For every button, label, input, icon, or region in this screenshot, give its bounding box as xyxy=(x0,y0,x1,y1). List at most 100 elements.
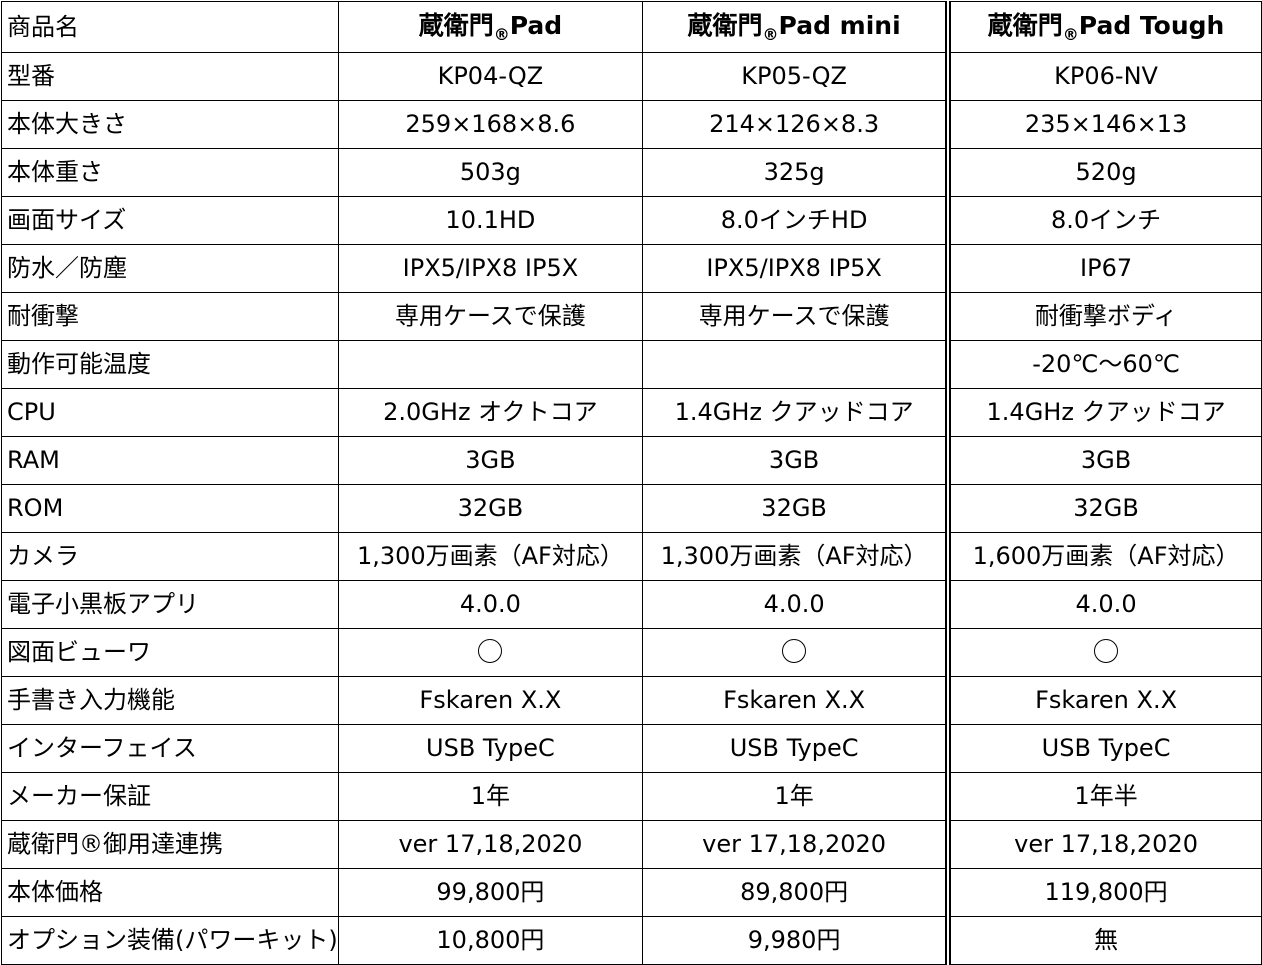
table-cell: 32GB xyxy=(642,484,949,533)
table-cell: 10,800円 xyxy=(337,916,644,965)
table-row: 型番 KP04-QZ KP05-QZ KP06-NV xyxy=(1,52,1262,101)
table-row: 電子小黒板アプリ 4.0.0 4.0.0 4.0.0 xyxy=(1,580,1262,629)
product-name-pad: 蔵衛門®Pad xyxy=(337,1,644,53)
table-cell: 235×146×13 xyxy=(945,100,1262,149)
table-cell: 520g xyxy=(945,148,1262,197)
table-row: RAM 3GB 3GB 3GB xyxy=(1,436,1262,485)
table-cell: 2.0GHz オクトコア xyxy=(337,388,644,437)
registered-mark: ® xyxy=(762,25,779,44)
product-brand: 蔵衛門 xyxy=(987,11,1063,40)
row-label: メーカー保証 xyxy=(1,772,339,821)
row-label: 本体大きさ xyxy=(1,100,339,149)
table-cell: IPX5/IPX8 IP5X xyxy=(337,244,644,293)
table-cell: 89,800円 xyxy=(642,868,949,917)
table-row: 動作可能温度 -20℃～60℃ xyxy=(1,340,1262,389)
row-label: 本体価格 xyxy=(1,868,339,917)
table-cell: USB TypeC xyxy=(945,724,1262,773)
table-row: 画面サイズ 10.1HD 8.0インチHD 8.0インチ xyxy=(1,196,1262,245)
table-cell: 9,980円 xyxy=(642,916,949,965)
available-circle-icon xyxy=(782,639,807,663)
table-row: メーカー保証 1年 1年 1年半 xyxy=(1,772,1262,821)
row-label: 型番 xyxy=(1,52,339,101)
table-row: 耐衝撃 専用ケースで保護 専用ケースで保護 耐衝撃ボディ xyxy=(1,292,1262,341)
table-cell: 99,800円 xyxy=(337,868,644,917)
available-circle-icon xyxy=(1094,639,1119,663)
table-cell: 専用ケースで保護 xyxy=(642,292,949,341)
table-cell: 325g xyxy=(642,148,949,197)
table-cell xyxy=(945,628,1262,677)
table-cell: Fskaren X.X xyxy=(945,676,1262,725)
table-row: ROM 32GB 32GB 32GB xyxy=(1,484,1262,533)
table-row: インターフェイス USB TypeC USB TypeC USB TypeC xyxy=(1,724,1262,773)
table-cell: IP67 xyxy=(945,244,1262,293)
header-row: 商品名 蔵衛門®Pad 蔵衛門®Pad mini 蔵衛門®Pad Tough xyxy=(1,1,1262,53)
table-cell: KP06-NV xyxy=(945,52,1262,101)
table-cell: 無 xyxy=(945,916,1262,965)
row-label: カメラ xyxy=(1,532,339,581)
table-row: 本体大きさ 259×168×8.6 214×126×8.3 235×146×13 xyxy=(1,100,1262,149)
table-cell: USB TypeC xyxy=(642,724,949,773)
table-cell: -20℃～60℃ xyxy=(945,340,1262,389)
table-cell: 耐衝撃ボディ xyxy=(945,292,1262,341)
table-cell xyxy=(337,628,644,677)
row-label: ROM xyxy=(1,484,339,533)
registered-mark: ® xyxy=(1062,25,1079,44)
row-label: オプション装備(パワーキット) xyxy=(1,916,339,965)
table-cell: 4.0.0 xyxy=(337,580,644,629)
table-row: 手書き入力機能 Fskaren X.X Fskaren X.X Fskaren X.X xyxy=(1,676,1262,725)
table-cell: 1,300万画素（AF対応） xyxy=(337,532,644,581)
table-row: CPU 2.0GHz オクトコア 1.4GHz クアッドコア 1.4GHz クアッドコ… xyxy=(1,388,1262,437)
row-label: CPU xyxy=(1,388,339,437)
row-label: 図面ビューワ xyxy=(1,628,339,677)
row-label: 蔵衛門®御用達連携 xyxy=(1,820,339,869)
table-cell: 8.0インチHD xyxy=(642,196,949,245)
table-cell: 3GB xyxy=(337,436,644,485)
table-row: オプション装備(パワーキット) 10,800円 9,980円無 xyxy=(1,916,1262,965)
table-cell: ver 17,18,2020 xyxy=(337,820,644,869)
table-cell: 4.0.0 xyxy=(642,580,949,629)
table-row: 防水／防塵 IPX5/IPX8 IP5X IPX5/IPX8 IP5X IP67 xyxy=(1,244,1262,293)
table-cell: 1年 xyxy=(337,772,644,821)
row-label: 電子小黒板アプリ xyxy=(1,580,339,629)
row-label: 動作可能温度 xyxy=(1,340,339,389)
table-cell: 1年 xyxy=(642,772,949,821)
row-label: 耐衝撃 xyxy=(1,292,339,341)
row-label: 画面サイズ xyxy=(1,196,339,245)
table-cell: 専用ケースで保護 xyxy=(337,292,644,341)
table-cell: 119,800円 xyxy=(945,868,1262,917)
table-row: 図面ビューワ xyxy=(1,628,1262,677)
product-model: Pad Tough xyxy=(1078,11,1225,40)
table-cell xyxy=(642,628,949,677)
table-cell: 1,300万画素（AF対応） xyxy=(642,532,949,581)
table-cell: 1.4GHz クアッドコア xyxy=(642,388,949,437)
table-cell: 4.0.0 xyxy=(945,580,1262,629)
product-brand: 蔵衛門 xyxy=(418,11,494,40)
product-name-pad-mini: 蔵衛門®Pad mini xyxy=(642,1,949,53)
table-cell: 1,600万画素（AF対応） xyxy=(945,532,1262,581)
row-label: RAM xyxy=(1,436,339,485)
product-name-pad-tough: 蔵衛門®Pad Tough xyxy=(945,1,1262,53)
table-cell: ver 17,18,2020 xyxy=(642,820,949,869)
table-cell: 214×126×8.3 xyxy=(642,100,949,149)
table-cell: 3GB xyxy=(945,436,1262,485)
table-cell: Fskaren X.X xyxy=(337,676,644,725)
registered-mark: ® xyxy=(493,25,510,44)
table-cell: 10.1HD xyxy=(337,196,644,245)
product-model: Pad xyxy=(509,11,563,40)
table-cell: ver 17,18,2020 xyxy=(945,820,1262,869)
table-cell: IPX5/IPX8 IP5X xyxy=(642,244,949,293)
available-circle-icon xyxy=(478,639,503,663)
row-label: 防水／防塵 xyxy=(1,244,339,293)
table-row: 本体重さ 503g 325g 520g xyxy=(1,148,1262,197)
header-label: 商品名 xyxy=(1,1,339,53)
table-cell xyxy=(642,340,949,389)
table-cell: 1.4GHz クアッドコア xyxy=(945,388,1262,437)
row-label: 手書き入力機能 xyxy=(1,676,339,725)
table-cell: KP05-QZ xyxy=(642,52,949,101)
table-cell: 32GB xyxy=(945,484,1262,533)
table-row: 蔵衛門®御用達連携 ver 17,18,2020 ver 17,18,2020 ver… xyxy=(1,820,1262,869)
table-cell: KP04-QZ xyxy=(337,52,644,101)
table-cell: 32GB xyxy=(337,484,644,533)
table-cell: 1年半 xyxy=(945,772,1262,821)
table-cell: 3GB xyxy=(642,436,949,485)
